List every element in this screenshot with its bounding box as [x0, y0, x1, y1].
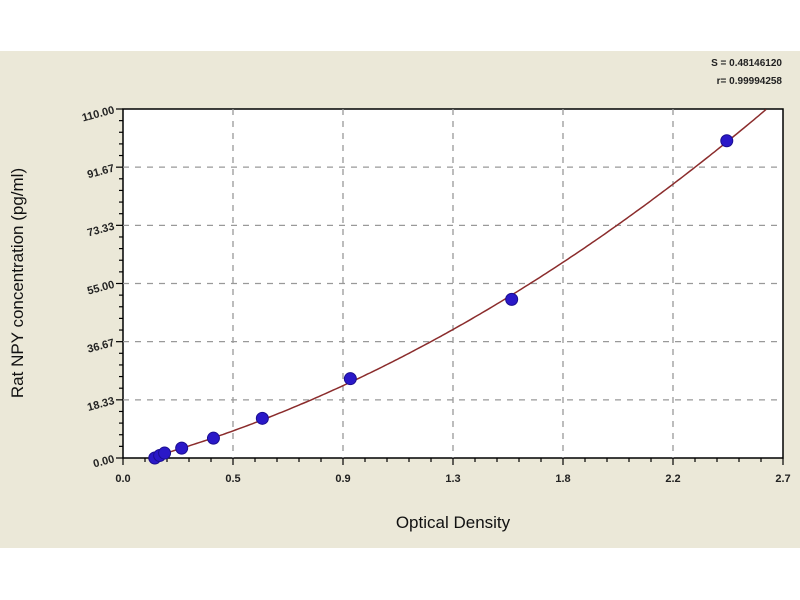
- x-tick-label: 0.5: [225, 473, 240, 485]
- y-axis-title: Rat NPY concentration (pg/ml): [8, 168, 27, 398]
- x-tick-label: 2.2: [665, 473, 680, 485]
- data-point: [505, 292, 519, 306]
- y-tick-label: 55.00: [86, 279, 116, 298]
- y-tick-label: 91.67: [86, 162, 116, 181]
- y-tick-label: 0.00: [92, 453, 116, 470]
- y-tick-label: 18.33: [86, 395, 116, 414]
- stat-r: r= 0.99994258: [717, 76, 783, 87]
- x-tick-label: 2.7: [775, 473, 790, 485]
- x-axis-title: Optical Density: [396, 513, 511, 532]
- y-tick-labels: 0.00 18.33 36.67 55.00 73.33 91.67 110.00: [81, 104, 116, 470]
- data-point: [158, 446, 172, 460]
- stat-s: S = 0.48146120: [711, 58, 782, 69]
- data-point: [206, 431, 220, 445]
- x-tick-label: 0.0: [115, 473, 130, 485]
- y-tick-label: 73.33: [86, 221, 116, 240]
- data-point: [343, 372, 357, 386]
- axis-ticks: [116, 108, 784, 465]
- x-tick-label: 0.9: [335, 473, 350, 485]
- data-point: [720, 134, 734, 148]
- x-tick-labels: 0.0 0.5 0.9 1.3 1.8 2.2 2.7: [115, 473, 790, 485]
- fit-curve: [154, 109, 767, 458]
- data-point: [255, 411, 269, 425]
- data-point: [175, 441, 189, 455]
- data-points: [148, 134, 734, 465]
- y-tick-label: 36.67: [86, 337, 116, 356]
- x-tick-label: 1.8: [555, 473, 570, 485]
- x-tick-label: 1.3: [445, 473, 460, 485]
- y-tick-label: 110.00: [81, 104, 116, 124]
- grid-lines: [123, 109, 783, 458]
